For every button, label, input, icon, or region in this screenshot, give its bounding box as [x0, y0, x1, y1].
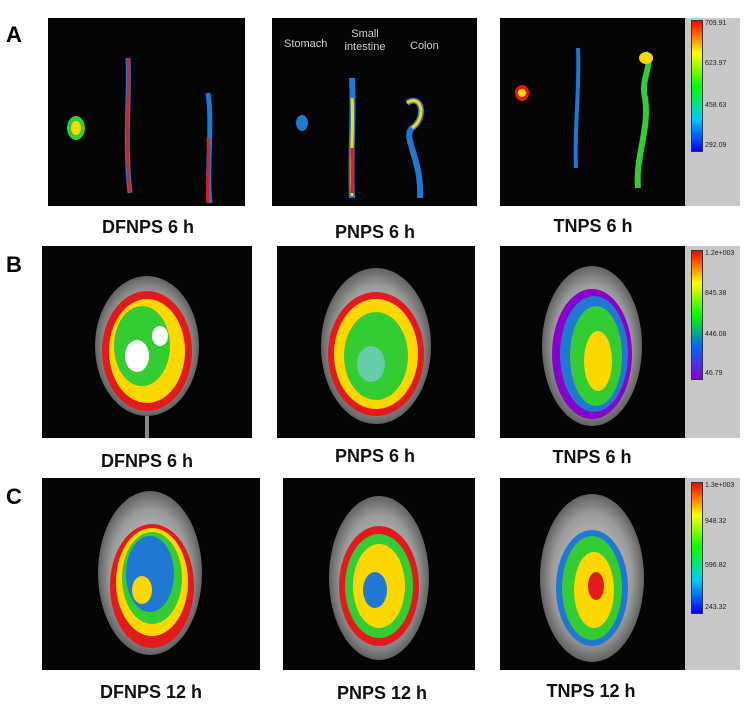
- mouse-fluorescence-graphic: [98, 491, 202, 655]
- caption-b2: PNPS 6 h: [334, 446, 416, 466]
- caption-b1: DFNPS 6 h: [100, 451, 194, 471]
- small-intestine-label: Small intestine: [344, 28, 386, 53]
- scale-tick-label: 948.32: [705, 518, 727, 525]
- mouse-fluorescence-graphic: [329, 496, 429, 660]
- mouse-fluorescence-graphic: [321, 268, 431, 424]
- scale-tick-label: 446.08: [705, 331, 727, 338]
- panel-letter-a: A: [6, 22, 22, 47]
- intensity-scale-c: 1.3e+003 948.32 596.82 243.32: [685, 478, 740, 670]
- mouse-fluorescence-graphic: [95, 276, 199, 438]
- scale-gradient: [691, 20, 703, 152]
- caption-a2: PNPS 6 h: [334, 222, 416, 242]
- caption-b3: TNPS 6 h: [552, 447, 632, 467]
- mouse-image-tnps-6h: [500, 246, 685, 438]
- stomach-label: Stomach: [284, 38, 328, 50]
- intensity-scale-a: 709.91 623.97 458.63 292.09: [685, 18, 740, 206]
- mouse-image-dfnps-6h: [42, 246, 252, 438]
- scale-min-label: 46.79: [705, 370, 723, 377]
- organ-image-dfnps-6h: [48, 18, 245, 206]
- organ-image-tnps-6h: [500, 18, 685, 206]
- caption-a3: TNPS 6 h: [553, 216, 633, 236]
- panel-letter-c: C: [6, 484, 22, 509]
- scale-min-label: 243.32: [705, 604, 727, 611]
- caption-c3: TNPS 12 h: [546, 681, 636, 701]
- scale-gradient: [691, 482, 703, 614]
- mouse-fluorescence-graphic: [542, 266, 642, 426]
- scale-tick-label: 596.82: [705, 562, 727, 569]
- mouse-image-pnps-6h: [277, 246, 475, 438]
- mouse-image-tnps-12h: [500, 478, 685, 670]
- panel-letter-b: B: [6, 252, 22, 277]
- scale-min-label: 292.09: [705, 142, 727, 149]
- caption-c2: PNPS 12 h: [336, 683, 428, 703]
- mouse-image-dfnps-12h: [42, 478, 260, 670]
- scale-max-label: 1.2e+003: [705, 250, 735, 257]
- scale-max-label: 709.91: [705, 20, 727, 27]
- caption-c1: DFNPS 12 h: [99, 682, 203, 702]
- organ-fluorescence-graphic: [67, 57, 213, 204]
- mouse-fluorescence-graphic: [540, 494, 644, 662]
- scale-gradient: [691, 250, 703, 380]
- organ-fluorescence-graphic: [296, 77, 424, 199]
- intensity-scale-b: 1.2e+003 845.38 446.08 46.79: [685, 246, 740, 438]
- scale-max-label: 1.3e+003: [705, 482, 735, 489]
- scale-tick-label: 458.63: [705, 102, 727, 109]
- scale-tick-label: 845.38: [705, 290, 727, 297]
- scale-tick-label: 623.97: [705, 60, 727, 67]
- colon-label: Colon: [410, 40, 439, 52]
- organ-fluorescence-graphic: [515, 47, 653, 189]
- organ-image-pnps-6h: Stomach Small intestine Colon: [272, 18, 477, 206]
- caption-a1: DFNPS 6 h: [101, 217, 195, 237]
- mouse-image-pnps-12h: [283, 478, 475, 670]
